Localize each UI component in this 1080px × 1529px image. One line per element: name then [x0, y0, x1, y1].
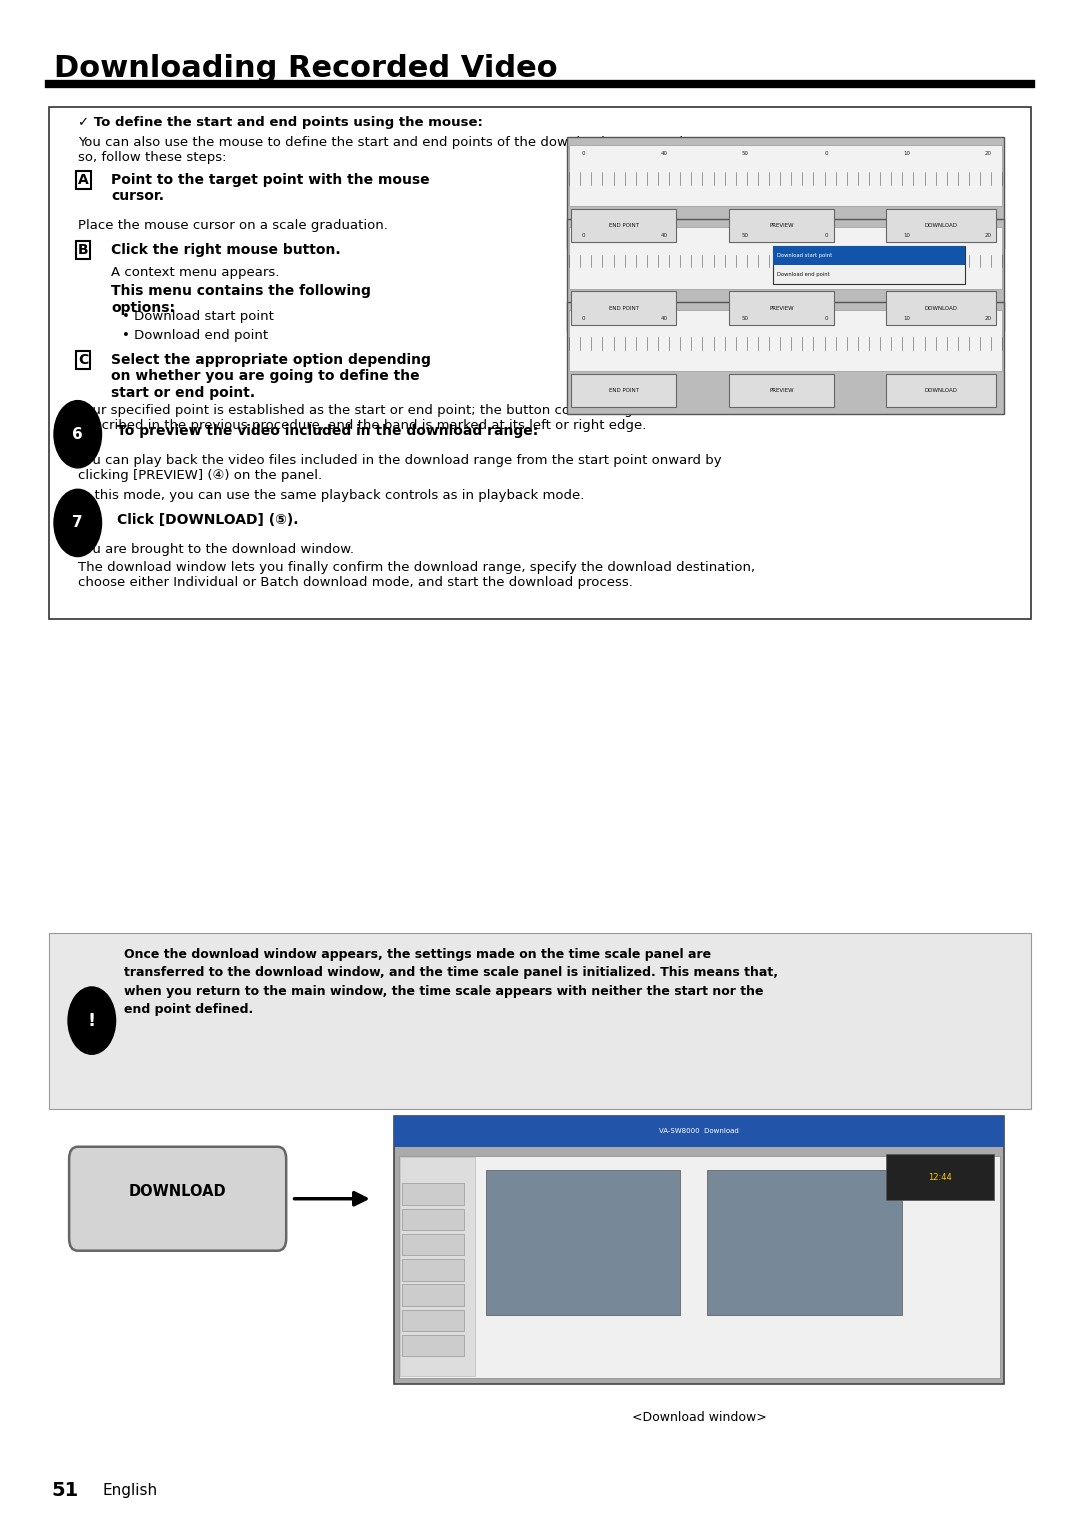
Text: PREVIEW: PREVIEW	[769, 388, 794, 393]
Text: A context menu appears.: A context menu appears.	[111, 266, 280, 280]
FancyBboxPatch shape	[567, 301, 1004, 413]
FancyBboxPatch shape	[772, 246, 966, 265]
Text: 50: 50	[742, 317, 748, 321]
FancyBboxPatch shape	[886, 1154, 994, 1200]
Text: Click [DOWNLOAD] (⑤).: Click [DOWNLOAD] (⑤).	[117, 512, 298, 528]
Text: DOWNLOAD: DOWNLOAD	[924, 306, 958, 310]
Text: 7: 7	[72, 515, 83, 531]
Text: Download start point: Download start point	[777, 252, 833, 258]
Text: <Download window>: <Download window>	[632, 1411, 767, 1425]
Text: 0: 0	[824, 151, 828, 156]
FancyBboxPatch shape	[729, 292, 834, 326]
Text: Once the download window appears, the settings made on the time scale panel are
: Once the download window appears, the se…	[124, 948, 779, 1017]
Text: END POINT: END POINT	[609, 223, 638, 228]
Text: 20: 20	[985, 151, 991, 156]
FancyBboxPatch shape	[402, 1335, 464, 1356]
Text: 50: 50	[742, 234, 748, 239]
FancyBboxPatch shape	[399, 1156, 1000, 1378]
FancyBboxPatch shape	[569, 310, 1002, 372]
FancyBboxPatch shape	[571, 292, 676, 326]
FancyBboxPatch shape	[887, 292, 996, 326]
Circle shape	[54, 401, 102, 468]
FancyBboxPatch shape	[402, 1309, 464, 1330]
Text: Downloading Recorded Video: Downloading Recorded Video	[54, 54, 557, 83]
Text: DOWNLOAD: DOWNLOAD	[129, 1183, 227, 1199]
Text: 40: 40	[661, 151, 667, 156]
FancyBboxPatch shape	[402, 1258, 464, 1281]
FancyBboxPatch shape	[402, 1183, 464, 1205]
Text: 0: 0	[824, 317, 828, 321]
FancyBboxPatch shape	[569, 228, 1002, 289]
FancyBboxPatch shape	[402, 1234, 464, 1255]
Circle shape	[54, 489, 102, 557]
Text: 0: 0	[581, 151, 585, 156]
FancyBboxPatch shape	[571, 375, 676, 407]
Text: 12:44: 12:44	[928, 1173, 951, 1182]
Text: Place the mouse cursor on a scale graduation.: Place the mouse cursor on a scale gradua…	[78, 219, 388, 232]
Circle shape	[68, 988, 116, 1055]
Text: 20: 20	[985, 234, 991, 239]
Text: 51: 51	[52, 1482, 79, 1500]
Text: END POINT: END POINT	[609, 388, 638, 393]
FancyBboxPatch shape	[394, 1116, 1004, 1147]
Text: 0: 0	[581, 317, 585, 321]
FancyBboxPatch shape	[49, 933, 1031, 1109]
FancyBboxPatch shape	[394, 1116, 1004, 1384]
FancyBboxPatch shape	[772, 246, 966, 284]
Text: PREVIEW: PREVIEW	[769, 223, 794, 228]
Text: 40: 40	[661, 234, 667, 239]
Text: Select the appropriate option depending
on whether you are going to define the
s: Select the appropriate option depending …	[111, 353, 431, 399]
Text: 20: 20	[985, 317, 991, 321]
Text: C: C	[78, 353, 87, 367]
FancyBboxPatch shape	[49, 107, 1031, 619]
FancyBboxPatch shape	[571, 209, 676, 242]
FancyBboxPatch shape	[400, 1157, 475, 1376]
Text: DOWNLOAD: DOWNLOAD	[924, 388, 958, 393]
FancyBboxPatch shape	[729, 209, 834, 242]
Text: To preview the video included in the download range:: To preview the video included in the dow…	[117, 424, 538, 439]
Text: B: B	[78, 243, 89, 257]
Text: 50: 50	[742, 151, 748, 156]
FancyBboxPatch shape	[707, 1170, 902, 1315]
FancyBboxPatch shape	[402, 1284, 464, 1306]
Text: • Download end point: • Download end point	[122, 329, 268, 342]
Text: • Download start point: • Download start point	[122, 310, 274, 324]
Text: This menu contains the following
options:: This menu contains the following options…	[111, 284, 372, 315]
Text: 10: 10	[904, 317, 910, 321]
Text: A: A	[78, 173, 89, 187]
FancyBboxPatch shape	[69, 1147, 286, 1251]
FancyBboxPatch shape	[402, 1208, 464, 1229]
Text: 10: 10	[904, 234, 910, 239]
FancyBboxPatch shape	[887, 375, 996, 407]
Text: 10: 10	[904, 151, 910, 156]
Text: 0: 0	[824, 234, 828, 239]
Text: 0: 0	[581, 234, 585, 239]
Text: 40: 40	[661, 317, 667, 321]
FancyBboxPatch shape	[567, 220, 1004, 332]
FancyBboxPatch shape	[569, 145, 1002, 206]
Text: Point to the target point with the mouse
cursor.: Point to the target point with the mouse…	[111, 173, 430, 203]
Text: VA-SW8000  Download: VA-SW8000 Download	[660, 1128, 739, 1135]
Text: 6: 6	[72, 427, 83, 442]
Text: ✓ To define the start and end points using the mouse:: ✓ To define the start and end points usi…	[78, 116, 483, 130]
FancyBboxPatch shape	[486, 1170, 680, 1315]
Text: PREVIEW: PREVIEW	[769, 306, 794, 310]
Text: !: !	[87, 1012, 96, 1029]
Text: END POINT: END POINT	[609, 306, 638, 310]
FancyBboxPatch shape	[567, 138, 1004, 248]
Text: In this mode, you can use the same playback controls as in playback mode.: In this mode, you can use the same playb…	[78, 489, 584, 503]
Text: You can play back the video files included in the download range from the start : You can play back the video files includ…	[78, 454, 721, 482]
Text: Click the right mouse button.: Click the right mouse button.	[111, 243, 341, 257]
Text: You are brought to the download window.: You are brought to the download window.	[78, 543, 354, 557]
Text: DOWNLOAD: DOWNLOAD	[924, 223, 958, 228]
Text: Your specified point is established as the start or end point; the button color : Your specified point is established as t…	[78, 404, 666, 431]
Text: Download end point: Download end point	[777, 272, 829, 277]
FancyBboxPatch shape	[887, 209, 996, 242]
Text: English: English	[103, 1483, 158, 1498]
Text: You can also use the mouse to define the start and end points of the download ra: You can also use the mouse to define the…	[78, 136, 691, 164]
FancyBboxPatch shape	[729, 375, 834, 407]
Text: The download window lets you finally confirm the download range, specify the dow: The download window lets you finally con…	[78, 561, 755, 589]
